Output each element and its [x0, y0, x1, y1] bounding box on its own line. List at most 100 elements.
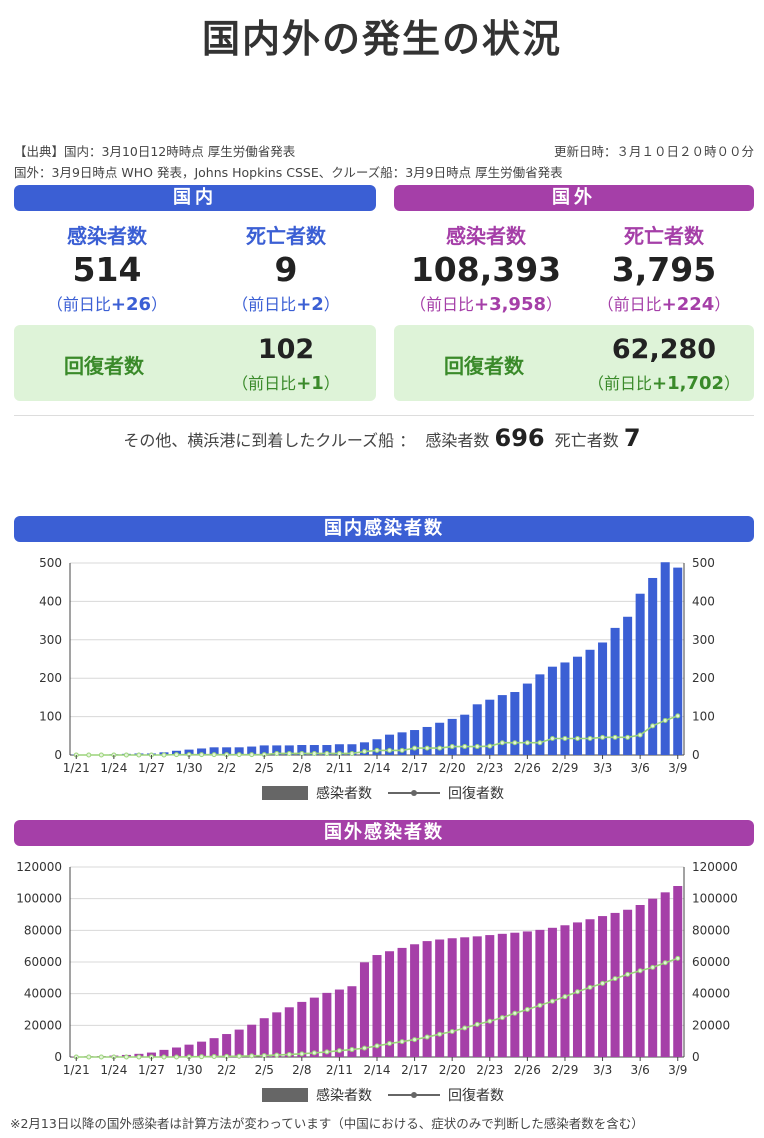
- bar: [648, 898, 658, 1057]
- recovered-point: [123, 752, 129, 758]
- divider: [14, 415, 754, 416]
- recovered-point: [462, 744, 468, 750]
- x-tick-label: 2/2: [217, 1063, 236, 1077]
- x-tick-label: 2/11: [326, 1063, 353, 1077]
- x-tick-label: 1/24: [100, 1063, 127, 1077]
- recovered-point: [299, 750, 305, 756]
- y-tick-label-right: 500: [692, 556, 715, 570]
- recovered-point: [449, 1029, 455, 1035]
- bar: [422, 726, 432, 755]
- bar: [522, 683, 532, 755]
- recovered-point: [211, 1054, 217, 1060]
- recovered-point: [650, 723, 656, 729]
- recovered-point: [487, 743, 493, 749]
- recovered-point: [474, 1021, 480, 1027]
- domestic-chart-title: 国内感染者数: [14, 516, 754, 542]
- recovered-point: [574, 735, 580, 741]
- page-title: 国内外の発生の状況: [201, 17, 562, 61]
- bar: [560, 662, 570, 755]
- recovered-point: [399, 747, 405, 753]
- overseas-recovered-label: 回復者数: [444, 354, 524, 378]
- y-tick-label-left: 40000: [24, 987, 62, 1001]
- recovered-point: [361, 1045, 367, 1051]
- bar: [522, 931, 532, 1057]
- recovered-point: [136, 752, 142, 758]
- overseas-infected-label: 感染者数: [446, 224, 526, 248]
- bar: [585, 649, 595, 755]
- bar: [197, 1041, 207, 1057]
- bar: [610, 912, 620, 1057]
- recovered-point: [349, 1047, 355, 1053]
- recovered-point: [412, 745, 418, 751]
- recovered-point: [98, 752, 104, 758]
- cruise-deaths-value: 7: [623, 424, 641, 452]
- x-tick-label: 2/29: [551, 1063, 578, 1077]
- bar: [535, 674, 545, 755]
- updated-time: 更新日時：３月１０日２０時００分: [553, 144, 754, 159]
- bar: [510, 932, 520, 1057]
- x-tick-label: 3/3: [593, 1063, 612, 1077]
- legend-line-marker: [411, 1092, 417, 1098]
- recovered-point: [512, 1010, 518, 1016]
- recovered-point: [600, 980, 606, 986]
- x-tick-label: 2/14: [364, 761, 391, 775]
- x-tick-label: 2/8: [292, 1063, 311, 1077]
- y-tick-label-right: 20000: [692, 1018, 730, 1032]
- bar: [660, 562, 670, 755]
- domestic-deaths-label: 死亡者数: [246, 224, 326, 248]
- x-tick-label: 2/17: [401, 761, 428, 775]
- bar: [410, 730, 420, 755]
- y-tick-label-left: 0: [54, 1050, 62, 1064]
- footnote: ※2月13日以降の国外感染者は計算方法が変わっています（中国における、症状のみで…: [10, 1116, 644, 1131]
- domestic-infected-value: 514: [72, 250, 142, 289]
- bar: [410, 944, 420, 1057]
- y-tick-label-right: 100000: [692, 892, 738, 906]
- y-tick-label-left: 500: [39, 556, 62, 570]
- recovered-point: [136, 1054, 142, 1060]
- bar: [272, 745, 282, 755]
- recovered-point: [499, 740, 505, 746]
- bar: [347, 744, 357, 755]
- bar: [259, 1018, 269, 1057]
- y-tick-label-right: 100: [692, 710, 715, 724]
- bar: [284, 745, 294, 755]
- bar: [297, 1001, 307, 1057]
- recovered-point: [274, 1052, 280, 1058]
- bar: [535, 929, 545, 1057]
- bar: [209, 747, 219, 755]
- recovered-point: [487, 1018, 493, 1024]
- bar: [234, 1029, 244, 1057]
- recovered-point: [462, 1025, 468, 1031]
- bar: [510, 692, 520, 755]
- recovered-point: [612, 976, 618, 982]
- recovered-point: [650, 964, 656, 970]
- bar: [435, 722, 445, 755]
- recovered-point: [261, 1053, 267, 1059]
- recovered-point: [437, 1031, 443, 1037]
- recovered-point: [387, 1041, 393, 1047]
- bar: [547, 927, 557, 1057]
- y-tick-label-right: 0: [692, 748, 700, 762]
- recovered-point: [174, 1054, 180, 1060]
- x-tick-label: 2/23: [476, 1063, 503, 1077]
- y-tick-label-left: 200: [39, 671, 62, 685]
- recovered-point: [86, 752, 92, 758]
- bar: [635, 593, 645, 755]
- x-tick-label: 3/9: [668, 761, 687, 775]
- bar: [309, 997, 319, 1057]
- bar: [397, 732, 407, 755]
- bar: [222, 747, 232, 755]
- x-tick-label: 2/11: [326, 761, 353, 775]
- recovered-point: [587, 984, 593, 990]
- x-tick-label: 2/5: [255, 761, 274, 775]
- domestic-recovered-diff: （前日比+1）: [232, 373, 340, 394]
- recovered-point: [374, 1043, 380, 1049]
- bar: [171, 1047, 182, 1057]
- x-tick-label: 1/30: [176, 761, 203, 775]
- overseas-recovered-diff: （前日比+1,702）: [587, 373, 741, 394]
- bar: [422, 941, 432, 1057]
- bar: [359, 962, 369, 1057]
- recovered-point: [524, 1007, 530, 1012]
- bar: [572, 656, 583, 755]
- bar: [259, 745, 269, 755]
